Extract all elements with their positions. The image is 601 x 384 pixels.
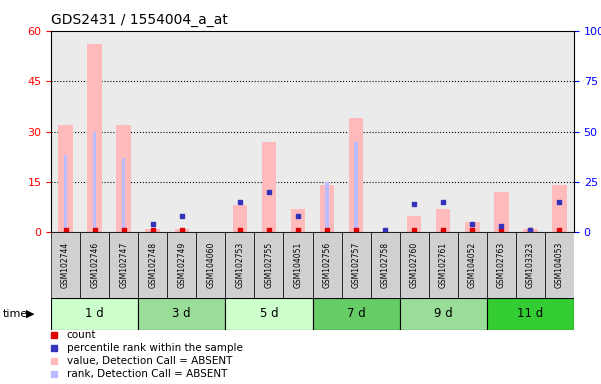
Text: GSM102761: GSM102761 [439,242,448,288]
Bar [552,185,567,232]
Bar [197,232,225,298]
Text: GSM104051: GSM104051 [293,242,302,288]
Text: 3 d: 3 d [172,308,191,320]
Bar [516,232,545,298]
Bar [371,232,400,298]
Bar [371,31,400,232]
Bar [487,232,516,298]
Bar [58,125,73,232]
Bar [487,298,574,330]
Text: 1 d: 1 d [85,308,104,320]
Text: time: time [3,309,28,319]
Bar [429,31,458,232]
Bar [225,31,254,232]
Text: GSM102763: GSM102763 [497,242,506,288]
Text: GSM102749: GSM102749 [177,242,186,288]
Bar [341,31,371,232]
Bar [167,232,197,298]
Bar [458,31,487,232]
Bar [436,209,451,232]
Bar [51,31,80,232]
Bar [122,158,126,232]
Text: 7 d: 7 d [347,308,365,320]
Bar [225,298,313,330]
Text: GSM102748: GSM102748 [148,242,157,288]
Bar [516,31,545,232]
Text: GSM104060: GSM104060 [206,242,215,288]
Bar [167,31,197,232]
Bar [117,125,131,232]
Bar [341,232,371,298]
Bar [291,209,305,232]
Bar [325,182,329,232]
Bar [313,232,341,298]
Bar [284,232,313,298]
Text: percentile rank within the sample: percentile rank within the sample [67,343,243,353]
Bar [349,118,364,232]
Text: GSM104053: GSM104053 [555,242,564,288]
Bar [138,31,167,232]
Bar [407,215,421,232]
Bar [64,155,67,232]
Bar [494,192,508,232]
Bar [109,232,138,298]
Bar [233,205,247,232]
Bar [320,185,334,232]
Text: ▶: ▶ [26,309,34,319]
Bar [80,31,109,232]
Bar [145,229,160,232]
Bar [109,31,138,232]
Bar [313,298,400,330]
Bar [254,232,284,298]
Text: GDS2431 / 1554004_a_at: GDS2431 / 1554004_a_at [51,13,228,27]
Bar [313,31,341,232]
Bar [87,44,102,232]
Bar [545,31,574,232]
Bar [51,298,138,330]
Text: GSM102747: GSM102747 [119,242,128,288]
Text: GSM103323: GSM103323 [526,242,535,288]
Bar [261,142,276,232]
Bar [523,229,538,232]
Bar [174,229,189,232]
Text: GSM104052: GSM104052 [468,242,477,288]
Text: 9 d: 9 d [434,308,453,320]
Text: count: count [67,330,96,340]
Bar [465,222,480,232]
Text: GSM102758: GSM102758 [380,242,389,288]
Bar [93,131,96,232]
Text: 5 d: 5 d [260,308,278,320]
Bar [138,298,225,330]
Text: rank, Detection Call = ABSENT: rank, Detection Call = ABSENT [67,369,227,379]
Bar [51,232,80,298]
Text: GSM102744: GSM102744 [61,242,70,288]
Text: GSM102757: GSM102757 [352,242,361,288]
Text: GSM102760: GSM102760 [410,242,419,288]
Bar [355,142,358,232]
Text: GSM102753: GSM102753 [236,242,245,288]
Bar [197,31,225,232]
Bar [225,232,254,298]
Text: GSM102755: GSM102755 [264,242,273,288]
Bar [487,31,516,232]
Bar [254,31,284,232]
Bar [400,298,487,330]
Bar [400,232,429,298]
Bar [458,232,487,298]
Bar [80,232,109,298]
Text: 11 d: 11 d [517,308,543,320]
Bar [400,31,429,232]
Bar [429,232,458,298]
Text: value, Detection Call = ABSENT: value, Detection Call = ABSENT [67,356,232,366]
Bar [138,232,167,298]
Bar [545,232,574,298]
Bar [284,31,313,232]
Text: GSM102746: GSM102746 [90,242,99,288]
Text: GSM102756: GSM102756 [323,242,332,288]
